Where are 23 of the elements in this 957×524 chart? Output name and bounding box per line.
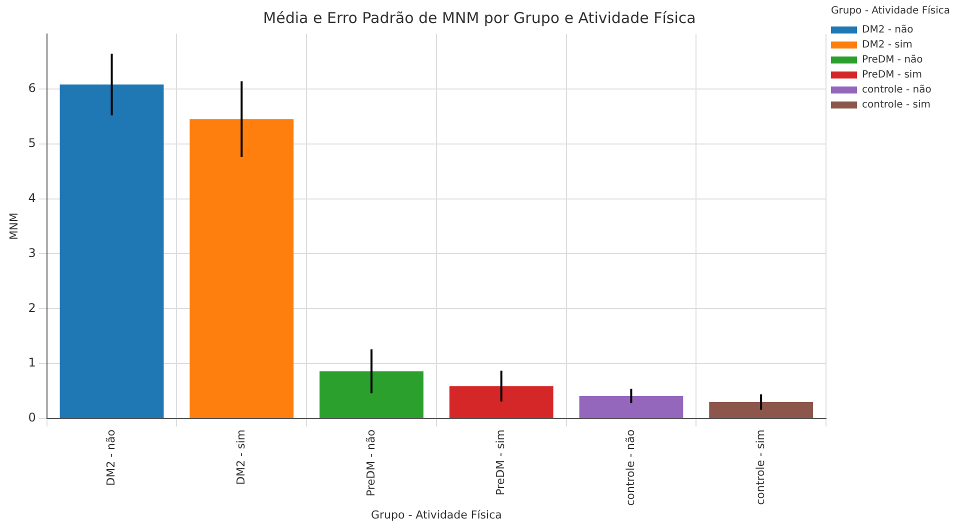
legend-label: DM2 - sim — [862, 40, 912, 51]
chart-title: Média e Erro Padrão de MNM por Grupo e Atividade Física — [263, 8, 696, 27]
x-tick-label: DM2 - não — [104, 429, 118, 486]
legend-label: controle - sim — [862, 100, 931, 111]
x-tick-label: DM2 - sim — [234, 430, 248, 485]
y-tick-label: 1 — [28, 356, 36, 370]
x-tick-label: PreDM - não — [364, 429, 378, 496]
x-tick-label: PreDM - sim — [494, 430, 508, 496]
y-axis-title: MNM — [7, 212, 20, 240]
y-tick-label: 5 — [28, 136, 36, 150]
x-axis-title: Grupo - Atividade Física — [370, 508, 502, 522]
y-tick-label: 6 — [28, 81, 36, 96]
legend-label: DM2 - não — [862, 24, 914, 36]
x-tick-label: controle - não — [624, 429, 638, 506]
y-tick-label: 2 — [28, 300, 36, 315]
legend-label: PreDM - sim — [862, 70, 922, 81]
y-tick-label: 0 — [28, 410, 36, 425]
legend-label: controle - não — [862, 84, 932, 96]
legend-label: PreDM - não — [862, 54, 923, 66]
x-tick-label: controle - sim — [754, 430, 767, 505]
y-tick-label: 3 — [28, 246, 36, 260]
y-tick-label: 4 — [28, 190, 36, 205]
legend-title: Grupo - Atividade Física — [831, 6, 950, 17]
